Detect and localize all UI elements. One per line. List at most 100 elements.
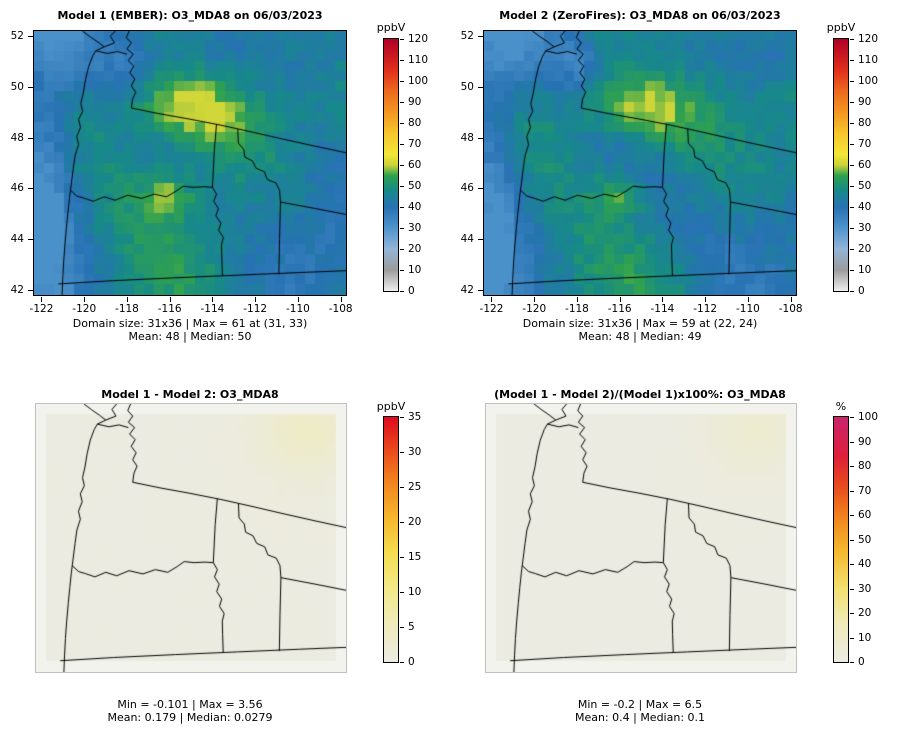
colorbar-tick-mark [850, 441, 854, 443]
colorbar-tick-label: 20 [858, 606, 872, 619]
raster-heatmap [36, 404, 346, 672]
caption-line-1: Domain size: 31x36 | Max = 59 at (22, 24… [522, 317, 758, 330]
y-axis-tick-mark [28, 36, 33, 38]
y-axis-tick-label: 44 [460, 232, 474, 245]
colorbar-tick-mark [400, 270, 404, 271]
caption-line-2: Mean: 48 | Median: 49 [578, 330, 702, 343]
colorbar-tick-label: 80 [858, 116, 872, 129]
colorbar-tick-label: 25 [408, 480, 422, 493]
x-axis-tick-mark [619, 297, 621, 302]
y-axis-tick-mark [478, 239, 483, 241]
x-axis-tick-mark [340, 297, 342, 302]
x-axis-tick-label: -122 [479, 303, 504, 315]
colorbar-tick-label: 50 [858, 179, 872, 192]
colorbar-tick-label: 60 [858, 508, 872, 521]
colorbar-tick-mark [850, 60, 854, 61]
colorbar-tick-mark [850, 613, 854, 614]
colorbar [383, 416, 399, 663]
colorbar-tick-label: 35 [408, 410, 422, 423]
x-axis: -122 -120 -118 -116 -114 -112 -110 -108 [30, 296, 353, 315]
caption-line-1: Min = -0.101 | Max = 3.56 [117, 698, 263, 711]
caption-line-2: Mean: 0.4 | Median: 0.1 [574, 711, 706, 724]
colorbar-ticks: 0 10 20 30 40 50 60 70 80 90 100 [850, 412, 890, 667]
colorbar-tick-label: 70 [858, 484, 872, 497]
colorbar-tick-label: 100 [408, 74, 429, 87]
y-axis-tick-mark [478, 86, 483, 88]
x-axis-tick-mark [747, 297, 749, 302]
caption-line-1: Domain size: 31x36 | Max = 61 at (31, 33… [72, 317, 308, 330]
y-axis-tick-label: 46 [10, 182, 24, 195]
colorbar-tick-mark [400, 557, 404, 558]
x-axis-tick-label: -118 [565, 303, 589, 315]
colorbar-tick-label: 40 [408, 200, 422, 213]
y-axis-tick-label: 50 [10, 80, 24, 93]
colorbar-tick-mark [850, 249, 854, 250]
x-axis-tick-label: -120 [522, 303, 547, 315]
colorbar-tick-label: 110 [858, 53, 879, 66]
colorbar-tick-mark [400, 123, 404, 124]
colorbar-unit-label: ppbV [376, 400, 406, 413]
map-plot [485, 403, 797, 673]
panel-title: Model 1 - Model 2: O3_MDA8 [101, 388, 279, 401]
y-axis-tick-label: 42 [460, 283, 474, 296]
x-axis-tick-label: -108 [328, 303, 353, 315]
colorbar-tick-label: 110 [408, 53, 429, 66]
colorbar-tick-mark [400, 522, 404, 523]
y-axis-tick-label: 42 [10, 283, 24, 296]
x-axis-tick-label: -122 [29, 303, 54, 315]
colorbar-tick-label: 15 [408, 550, 422, 563]
colorbar-tick-label: 50 [858, 533, 872, 546]
y-axis-tick-label: 44 [10, 232, 24, 245]
x-axis-tick-label: -114 [650, 303, 675, 315]
colorbar-tick-mark [850, 81, 854, 82]
colorbar-tick-label: 100 [858, 74, 879, 87]
colorbar-tick-label: 30 [858, 582, 872, 595]
raster-heatmap [484, 31, 796, 295]
colorbar-tick-mark [400, 228, 404, 229]
colorbar-tick-mark [400, 592, 404, 593]
colorbar [383, 38, 399, 292]
y-axis: 52 50 48 46 44 42 [452, 31, 483, 295]
colorbar-tick-mark [850, 165, 854, 166]
raster-heatmap [34, 31, 346, 295]
x-axis-tick-mark [212, 297, 214, 302]
colorbar [833, 416, 849, 663]
y-axis-tick-label: 52 [460, 29, 474, 42]
x-axis-tick-label: -120 [72, 303, 97, 315]
x-axis-tick-mark [534, 297, 536, 302]
colorbar-tick-label: 40 [858, 557, 872, 570]
caption-line-2: Mean: 0.179 | Median: 0.0279 [107, 711, 273, 724]
caption-line-2: Mean: 48 | Median: 50 [128, 330, 252, 343]
colorbar-tick-mark [850, 417, 854, 418]
colorbar-tick-mark [850, 564, 854, 565]
x-axis-tick-label: -110 [285, 303, 310, 315]
colorbar-tick-mark [850, 466, 854, 467]
panel-title: (Model 1 - Model 2)/(Model 1)x100%: O3_M… [494, 388, 786, 401]
colorbar-tick-mark [850, 637, 854, 639]
colorbar-tick-label: 90 [858, 435, 872, 448]
colorbar-tick-mark [850, 123, 854, 124]
x-axis-tick-label: -112 [693, 303, 718, 315]
colorbar-tick-mark [850, 490, 854, 492]
colorbar-tick-label: 60 [858, 158, 872, 171]
x-axis-tick-label: -110 [735, 303, 760, 315]
colorbar-tick-label: 10 [408, 585, 422, 598]
colorbar-tick-mark [400, 165, 404, 166]
x-axis-tick-label: -118 [115, 303, 139, 315]
colorbar-tick-label: 40 [858, 200, 872, 213]
x-axis-tick-mark [255, 297, 257, 302]
colorbar-ticks: 0 10 20 30 40 50 60 70 80 90 100 110 120 [850, 34, 890, 296]
colorbar-tick-label: 10 [858, 631, 872, 644]
colorbar-tick-label: 0 [858, 284, 865, 297]
colorbar-tick-mark [400, 417, 404, 418]
x-axis-tick-label: -116 [607, 303, 632, 315]
colorbar-tick-label: 90 [408, 95, 422, 108]
colorbar-tick-mark [850, 39, 854, 40]
colorbar-tick-label: 60 [408, 158, 422, 171]
colorbar-tick-label: 90 [858, 95, 872, 108]
colorbar-tick-mark [850, 186, 854, 187]
colorbar-tick-label: 0 [858, 655, 865, 668]
colorbar-tick-mark [850, 270, 854, 271]
colorbar-tick-mark [400, 662, 404, 663]
x-axis-tick-mark [790, 297, 792, 302]
